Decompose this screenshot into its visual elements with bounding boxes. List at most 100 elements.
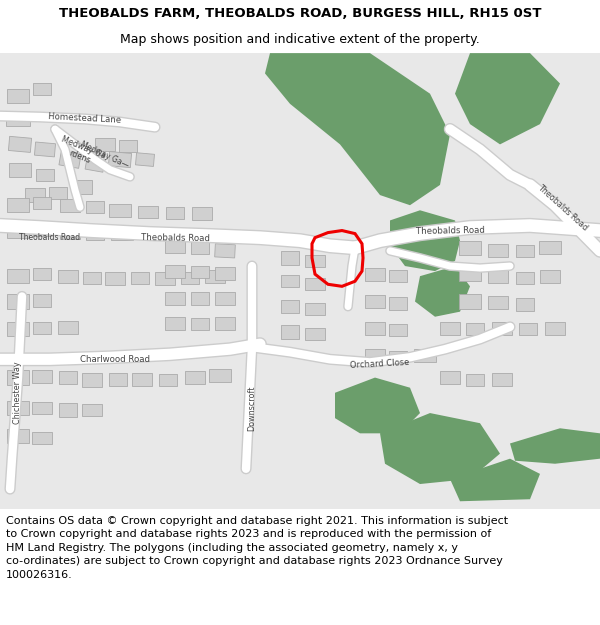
Text: Theobalds Road: Theobalds Road (415, 226, 485, 236)
Bar (131, 272, 149, 284)
Polygon shape (390, 210, 460, 271)
Text: Map shows position and indicative extent of the property.: Map shows position and indicative extent… (120, 33, 480, 46)
Bar (82, 404, 102, 416)
Bar (365, 295, 385, 308)
Bar (305, 255, 325, 267)
Bar (58, 321, 78, 334)
Bar (59, 371, 77, 384)
Bar (33, 197, 51, 209)
Bar (83, 272, 101, 284)
Polygon shape (335, 378, 420, 433)
Bar (215, 244, 235, 258)
Bar (516, 245, 534, 257)
Bar (32, 402, 52, 414)
Bar (159, 374, 177, 386)
Bar (33, 294, 51, 307)
Bar (33, 82, 51, 95)
Text: Medway Ga—: Medway Ga— (79, 139, 131, 169)
Bar (215, 292, 235, 305)
Bar (165, 292, 185, 305)
Bar (7, 224, 29, 238)
Bar (191, 266, 209, 278)
Bar (459, 241, 481, 255)
Bar (95, 138, 115, 151)
Text: Contains OS data © Crown copyright and database right 2021. This information is : Contains OS data © Crown copyright and d… (6, 516, 508, 580)
Bar (519, 323, 537, 335)
Bar (492, 322, 512, 336)
Bar (6, 112, 30, 126)
Bar (389, 298, 407, 309)
Bar (165, 264, 185, 278)
Bar (7, 294, 29, 309)
Text: Theobalds Road: Theobalds Road (19, 233, 80, 242)
Bar (389, 351, 407, 363)
Bar (60, 226, 80, 239)
Bar (305, 328, 325, 340)
Bar (138, 206, 158, 218)
Bar (389, 270, 407, 282)
Bar (32, 371, 52, 382)
Bar (165, 239, 185, 253)
Text: Homestead Lane: Homestead Lane (48, 112, 122, 124)
Text: Theobalds Road: Theobalds Road (536, 182, 590, 232)
Polygon shape (510, 428, 600, 464)
Bar (82, 372, 102, 387)
Bar (281, 251, 299, 264)
Bar (440, 322, 460, 336)
Bar (8, 136, 32, 152)
Text: Chichester Way: Chichester Way (13, 361, 23, 424)
Text: Theobalds Road: Theobalds Road (140, 232, 209, 242)
Bar (36, 169, 54, 181)
Bar (9, 162, 31, 177)
Bar (72, 181, 92, 194)
Bar (466, 374, 484, 386)
Bar (191, 318, 209, 330)
Bar (33, 224, 51, 236)
Bar (191, 292, 209, 304)
Bar (155, 272, 175, 285)
Bar (192, 207, 212, 220)
Bar (7, 322, 29, 336)
Bar (58, 269, 78, 282)
Bar (215, 318, 235, 331)
Bar (459, 267, 481, 281)
Bar (539, 241, 561, 254)
Bar (281, 326, 299, 339)
Bar (191, 241, 209, 254)
Bar (365, 322, 385, 336)
Bar (85, 157, 105, 172)
Polygon shape (415, 266, 470, 317)
Bar (488, 244, 508, 258)
Bar (305, 278, 325, 291)
Bar (305, 302, 325, 315)
Bar (365, 349, 385, 362)
Bar (7, 429, 29, 444)
Bar (86, 201, 104, 213)
Bar (215, 266, 235, 280)
Bar (49, 187, 67, 199)
Bar (7, 371, 29, 384)
Bar (59, 151, 81, 168)
Bar (466, 323, 484, 335)
Bar (60, 199, 80, 212)
Bar (281, 275, 299, 288)
Bar (205, 269, 225, 282)
Bar (109, 373, 127, 386)
Polygon shape (450, 459, 540, 501)
Text: THEOBALDS FARM, THEOBALDS ROAD, BURGESS HILL, RH15 0ST: THEOBALDS FARM, THEOBALDS ROAD, BURGESS … (59, 7, 541, 20)
Text: Charlwood Road: Charlwood Road (80, 355, 150, 364)
Bar (516, 299, 534, 311)
Text: Orchard Close: Orchard Close (350, 358, 410, 371)
Bar (59, 403, 77, 417)
Bar (365, 268, 385, 281)
Bar (7, 401, 29, 415)
Bar (185, 371, 205, 384)
Bar (7, 269, 29, 283)
Text: Downscroft: Downscroft (248, 385, 257, 431)
Bar (105, 272, 125, 285)
Bar (32, 432, 52, 444)
Bar (109, 151, 131, 168)
Bar (166, 208, 184, 219)
Bar (34, 142, 56, 157)
Bar (109, 204, 131, 217)
